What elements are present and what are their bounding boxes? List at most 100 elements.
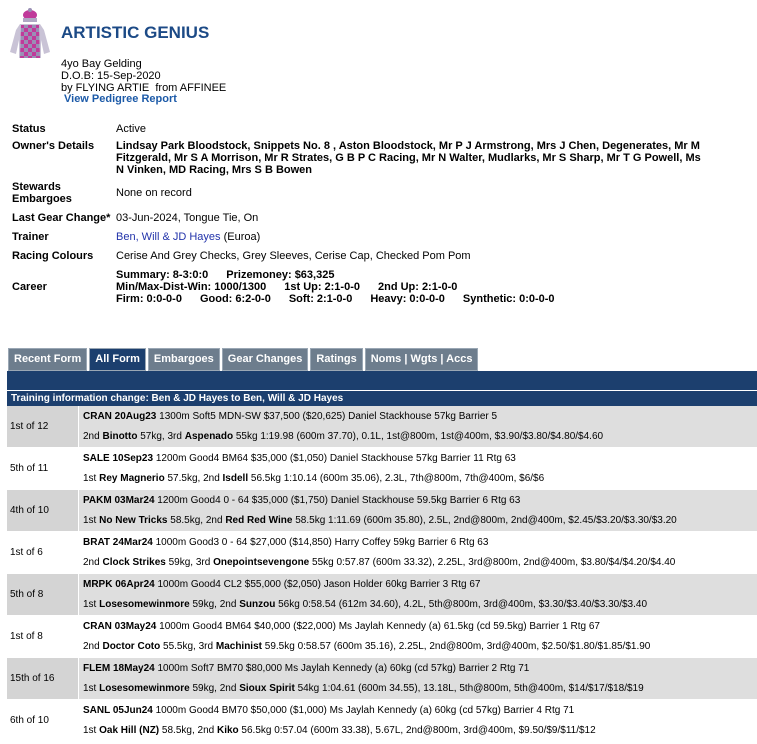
race-line: BRAT 24Mar24 1000m Good3 0 - 64 $27,000 … <box>83 532 757 552</box>
tab-bar: Recent Form All Form Embargoes Gear Changes… <box>8 348 480 371</box>
race-info: 1300m Soft5 MDN-SW $37,500 ($20,625) Dan… <box>159 411 498 422</box>
career-stat-label: Good: <box>199 293 233 305</box>
career-stat: Firm: 0:0-0-0 <box>116 293 182 305</box>
finish-position: 6th of 10 <box>7 700 79 741</box>
career-stat-value: 0:0-0-0 <box>146 293 182 305</box>
career-stat: Synthetic: 0:0-0-0 <box>463 293 555 305</box>
career-stat-value: 1000/1300 <box>214 281 267 293</box>
detail-row: Career Summary: 8-3:0:0 Prizemoney: $63,325 M… <box>12 269 702 305</box>
tab[interactable]: Gear Changes <box>221 348 309 371</box>
result-text: 2nd <box>83 641 100 652</box>
career-stat-label: Heavy: <box>370 293 407 305</box>
career-stat-value: 2:1-0-0 <box>421 281 458 293</box>
detail-row: Trainer Ben, Will & JD Hayes (Euroa) <box>12 231 702 243</box>
race-info: 1200m Good4 BM64 $35,000 ($1,050) Daniel… <box>155 453 516 464</box>
placegetter-name: Sunzou <box>239 599 276 610</box>
placegetter-name: No New Tricks <box>99 515 168 526</box>
career-stat-label: Summary: <box>116 269 170 281</box>
career-stat-label: Prizemoney: <box>226 269 292 281</box>
form-row: 6th of 10 SANL 05Jun24 1000m Good4 BM70 $… <box>7 700 757 742</box>
race-details: MRPK 06Apr24 1000m Good4 CL2 $55,000 ($2… <box>79 574 757 615</box>
tab[interactable]: Recent Form <box>8 348 88 371</box>
career-stat-label: Soft: <box>288 293 314 305</box>
race-details: SALE 10Sep23 1200m Good4 BM64 $35,000 ($… <box>79 448 757 489</box>
detail-label: Trainer <box>12 231 49 243</box>
race-line: PAKM 03Mar24 1200m Good4 0 - 64 $35,000 … <box>83 490 757 510</box>
tab[interactable]: Ratings <box>310 348 363 371</box>
result-line: 1st Rey Magnerio 57.5kg, 2nd Isdell 56.5… <box>83 468 757 488</box>
race-info: 1000m Good3 0 - 64 $27,000 ($14,850) Har… <box>155 537 489 548</box>
tab[interactable]: All Form <box>89 348 146 371</box>
career-stat-value: 2:1-0-0 <box>316 293 353 305</box>
race-details: CRAN 20Aug23 1300m Soft5 MDN-SW $37,500 … <box>79 406 757 447</box>
career-stat: 1st Up: 2:1-0-0 <box>284 281 360 293</box>
result-text: 58.5kg 1:11.69 (600m 35.80), 2.5L, 2nd@8… <box>295 515 677 526</box>
tab[interactable]: Embargoes <box>147 348 220 371</box>
horse-name: ARTISTIC GENIUS <box>61 23 210 42</box>
placegetter-name: Losesomewinmore <box>99 683 190 694</box>
race-line: CRAN 03May24 1000m Good4 BM64 $40,000 ($… <box>83 616 757 636</box>
result-text: 55kg 0:57.87 (600m 33.32), 2.25L, 3rd@80… <box>312 557 676 568</box>
result-text: 54kg 1:04.61 (600m 34.55), 13.18L, 5th@8… <box>297 683 644 694</box>
race-meeting: PAKM 03Mar24 <box>83 495 155 506</box>
detail-label: Career <box>12 281 47 293</box>
result-line: 1st No New Tricks 58.5kg, 2nd Red Red Wi… <box>83 510 757 530</box>
placegetter-name: Rey Magnerio <box>99 473 165 484</box>
trainer-link[interactable]: Ben, Will & JD Hayes <box>116 231 221 243</box>
career-line: Firm: 0:0-0-0 Good: 6:2-0-0 Soft: 2:1-0-0 Heav… <box>116 293 702 305</box>
tab[interactable]: Noms | Wgts | Accs <box>364 348 479 371</box>
race-details: FLEM 18May24 1000m Soft7 BM70 $80,000 Ms… <box>79 658 757 699</box>
detail-row: Stewards Embargoes None on record <box>12 181 702 205</box>
detail-value: None on record <box>116 187 192 199</box>
career-stat: Soft: 2:1-0-0 <box>289 293 353 305</box>
placegetter-name: Kiko <box>216 725 239 736</box>
result-line: 1st Losesomewinmore 59kg, 2nd Sioux Spir… <box>83 678 757 698</box>
form-row: 4th of 10 PAKM 03Mar24 1200m Good4 0 - 64… <box>7 490 757 532</box>
career-line: Min/Max-Dist-Win: 1000/1300 1st Up: 2:1-0-0… <box>116 281 702 293</box>
detail-value: Lindsay Park Bloodstock, Snippets No. 8 … <box>116 140 701 176</box>
career-stat-value: 0:0-0-0 <box>409 293 445 305</box>
placegetter-name: Isdell <box>222 473 249 484</box>
detail-value: 03-Jun-2024, Tongue Tie, On <box>116 212 259 224</box>
result-text: 59.5kg 0:58.57 (600m 35.16), 2.25L, 2nd@… <box>264 641 651 652</box>
career-stat-label: Firm: <box>116 293 144 305</box>
form-table: 1st of 12 CRAN 20Aug23 1300m Soft5 MDN-SW… <box>7 406 757 742</box>
form-row: 15th of 16 FLEM 18May24 1000m Soft7 BM70 … <box>7 658 757 700</box>
detail-label: Last Gear Change* <box>12 212 111 224</box>
form-row: 5th of 11 SALE 10Sep23 1200m Good4 BM64 $… <box>7 448 757 490</box>
detail-label: Racing Colours <box>12 250 94 262</box>
result-text: 2nd <box>83 557 100 568</box>
result-text: 1st <box>83 683 97 694</box>
career-line: Summary: 8-3:0:0 Prizemoney: $63,325 <box>116 269 702 281</box>
horse-breeding: by FLYING ARTIE from AFFINEE <box>61 82 227 94</box>
career-stat: Summary: 8-3:0:0 <box>116 269 208 281</box>
result-line: 2nd Binotto 57kg, 3rd Aspenado 55kg 1:19… <box>83 426 757 446</box>
race-info: 1000m Good4 BM70 $50,000 ($1,000) Ms Jay… <box>155 705 575 716</box>
career-stat: Min/Max-Dist-Win: 1000/1300 <box>116 281 266 293</box>
career-stat-value: 0:0-0-0 <box>519 293 555 305</box>
tab-underline-bar <box>7 371 757 390</box>
detail-value: Cerise And Grey Checks, Grey Sleeves, Ce… <box>116 250 471 262</box>
result-text: 55kg 1:19.98 (600m 37.70), 0.1L, 1st@800… <box>235 431 604 442</box>
result-text: 59kg, 2nd <box>192 683 237 694</box>
result-text: 55.5kg, 3rd <box>163 641 214 652</box>
race-line: SANL 05Jun24 1000m Good4 BM70 $50,000 ($… <box>83 700 757 720</box>
pedigree-link[interactable]: View Pedigree Report <box>64 93 177 105</box>
result-text: 2nd <box>83 431 100 442</box>
career-stat: Heavy: 0:0-0-0 <box>370 293 445 305</box>
trainer-location: (Euroa) <box>223 231 261 243</box>
form-row: 5th of 8 MRPK 06Apr24 1000m Good4 CL2 $55… <box>7 574 757 616</box>
result-text: 59kg, 3rd <box>168 557 211 568</box>
detail-label: Owner's Details <box>12 140 95 152</box>
result-text: 1st <box>83 725 97 736</box>
details-table: Status Active Owner's Details Lindsay Park … <box>12 123 702 310</box>
race-meeting: CRAN 03May24 <box>83 621 157 632</box>
career-stat-label: Synthetic: <box>462 293 517 305</box>
career-stat-label: Min/Max-Dist-Win: <box>116 281 212 293</box>
race-details: PAKM 03Mar24 1200m Good4 0 - 64 $35,000 … <box>79 490 757 531</box>
result-text: 56kg 0:58.54 (612m 34.60), 4.2L, 5th@800… <box>278 599 648 610</box>
placegetter-name: Sioux Spirit <box>239 683 295 694</box>
finish-position: 5th of 11 <box>7 448 79 489</box>
race-meeting: FLEM 18May24 <box>83 663 155 674</box>
